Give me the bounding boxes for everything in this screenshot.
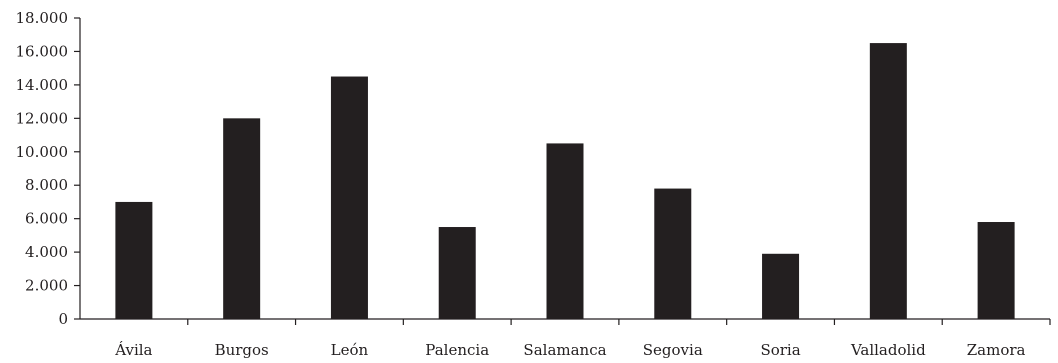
- bar-salamanca: [546, 143, 584, 319]
- y-tick-label: 16.000: [16, 42, 69, 60]
- y-tick-label: 12.000: [16, 109, 69, 127]
- x-category-label: Segovia: [643, 341, 703, 359]
- bar-ávila: [115, 201, 153, 319]
- x-category-label: Palencia: [425, 341, 489, 359]
- y-tick-label: 2.000: [25, 277, 68, 295]
- bar-burgos: [223, 118, 261, 319]
- bar-segovia: [654, 188, 692, 319]
- x-category-label: Zamora: [967, 341, 1026, 359]
- y-tick-label: 6.000: [25, 210, 68, 228]
- y-tick-label: 14.000: [16, 76, 69, 94]
- x-category-label: Burgos: [215, 341, 269, 359]
- x-category-label: León: [331, 341, 369, 359]
- y-tick-label: 18.000: [16, 9, 69, 27]
- x-category-label: Soria: [760, 341, 800, 359]
- bars: [115, 43, 1015, 320]
- y-tick-label: 8.000: [25, 176, 68, 194]
- y-tick-label: 0: [58, 310, 68, 328]
- x-category-label: Ávila: [114, 341, 152, 359]
- x-category-label: Valladolid: [850, 341, 926, 359]
- x-category-label: Salamanca: [523, 341, 606, 359]
- bar-león: [330, 76, 368, 320]
- y-tick-label: 10.000: [16, 143, 69, 161]
- y-axis: 0 2.000 4.000 6.000 8.000 10.000 12.000 14.000 1…: [16, 9, 81, 328]
- bar-soria: [762, 253, 800, 319]
- y-tick-label: 4.000: [25, 243, 68, 261]
- x-axis: Ávila Burgos León Palencia Salamanca Segovia S…: [80, 318, 1051, 359]
- bar-zamora: [977, 222, 1015, 319]
- bar-valladolid: [869, 43, 907, 319]
- bar-palencia: [438, 227, 476, 319]
